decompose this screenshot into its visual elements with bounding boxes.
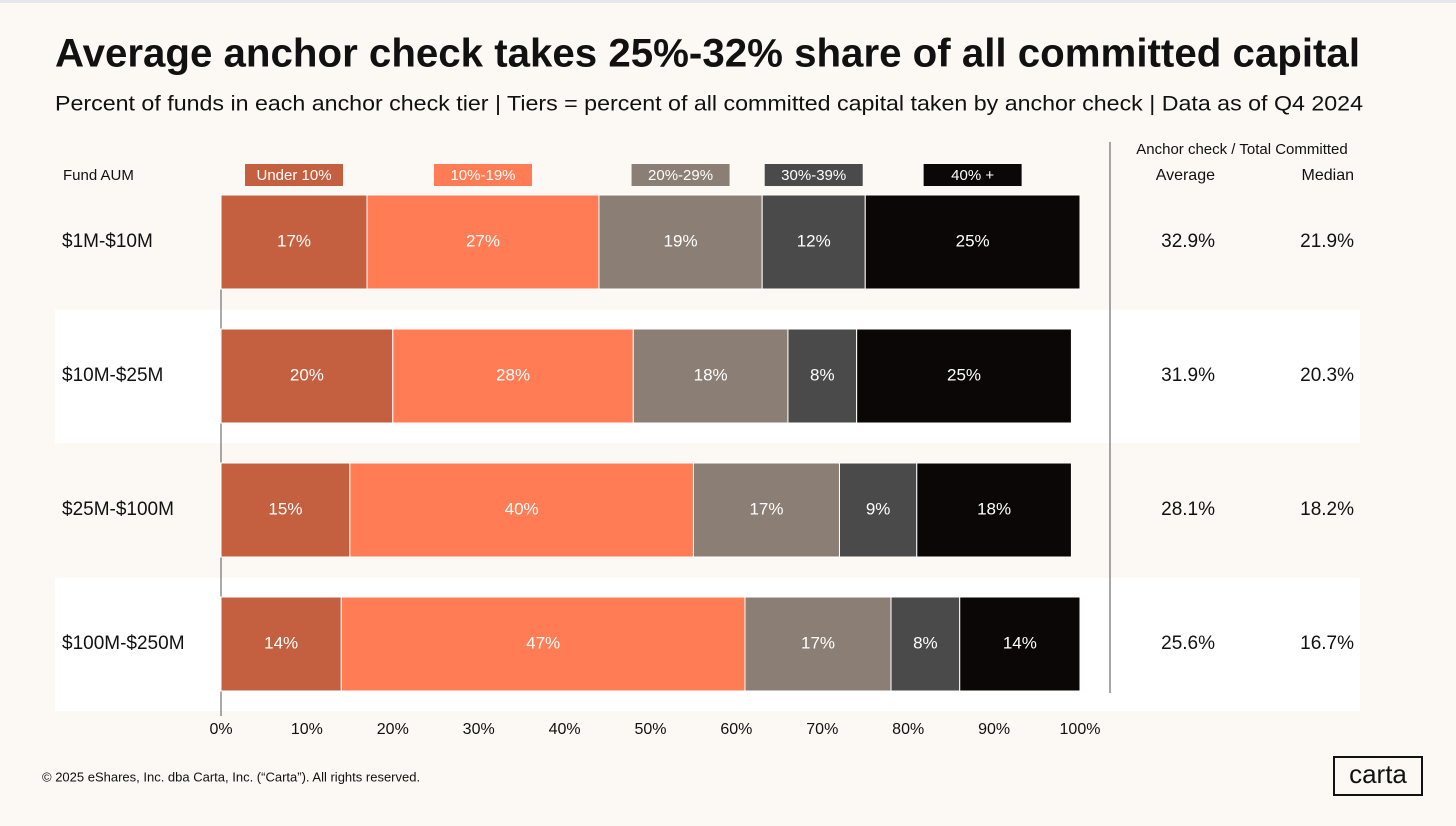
legend-label: 30%-39% bbox=[781, 167, 846, 184]
top-strip bbox=[0, 0, 1456, 3]
summary-cell: 32.9% bbox=[1161, 231, 1215, 252]
summary-cell: 25.6% bbox=[1161, 633, 1215, 654]
bar-segment bbox=[856, 328, 1072, 424]
bar-segment bbox=[787, 328, 858, 424]
bar-segment bbox=[598, 194, 763, 290]
bar-value-label: 25% bbox=[947, 365, 981, 384]
bar-segment bbox=[220, 194, 368, 290]
legend-swatch bbox=[631, 164, 730, 186]
legend-swatch bbox=[923, 164, 1022, 186]
bar-value-label: 19% bbox=[664, 231, 698, 250]
bar-value-label: 17% bbox=[749, 499, 783, 518]
bar-segment bbox=[692, 462, 840, 558]
bar-value-label: 40% bbox=[505, 499, 539, 518]
summary-header: Anchor check / Total Committed bbox=[1136, 141, 1347, 158]
bar-value-label: 20% bbox=[290, 365, 324, 384]
bar-value-label: 27% bbox=[466, 231, 500, 250]
bar-value-label: 8% bbox=[913, 633, 938, 652]
y-tick-label: $10M-$25M bbox=[62, 365, 163, 386]
x-tick-label: 90% bbox=[978, 721, 1010, 738]
x-tick-label: 30% bbox=[463, 721, 495, 738]
bar-segment bbox=[890, 596, 961, 692]
bar-segment bbox=[220, 328, 394, 424]
chart-title: Average anchor check takes 25%-32% share… bbox=[55, 32, 1360, 76]
summary-cell: 18.2% bbox=[1300, 499, 1354, 520]
summary-column: Average bbox=[1156, 167, 1215, 184]
bar-value-label: 14% bbox=[264, 633, 298, 652]
legend-label: 20%-29% bbox=[648, 167, 713, 184]
bar-segment bbox=[632, 328, 789, 424]
bar-value-label: 18% bbox=[977, 499, 1011, 518]
footer: © 2025 eShares, Inc. dba Carta, Inc. (“C… bbox=[42, 769, 420, 784]
bar-value-label: 47% bbox=[526, 633, 560, 652]
bar-segment bbox=[838, 462, 918, 558]
bar-segment bbox=[916, 462, 1072, 558]
bar-segment bbox=[366, 194, 600, 290]
bar-value-label: 12% bbox=[797, 231, 831, 250]
bar-value-label: 25% bbox=[956, 231, 990, 250]
bar-segment bbox=[864, 194, 1081, 290]
x-tick-label: 100% bbox=[1060, 721, 1101, 738]
summary-cell: 28.1% bbox=[1161, 499, 1215, 520]
bar-segment bbox=[220, 462, 351, 558]
legend-label: Under 10% bbox=[256, 167, 331, 184]
logo-box bbox=[1333, 756, 1423, 796]
x-tick-label: 10% bbox=[291, 721, 323, 738]
legend-swatch bbox=[245, 164, 344, 186]
bar-segment bbox=[349, 462, 694, 558]
y-tick-label: $100M-$250M bbox=[62, 633, 185, 654]
x-tick-label: 50% bbox=[634, 721, 666, 738]
logo: carta bbox=[1349, 759, 1407, 789]
x-tick-label: 0% bbox=[209, 721, 232, 738]
legend-label: 40% + bbox=[951, 167, 994, 184]
x-tick-label: 60% bbox=[720, 721, 752, 738]
bar-value-label: 15% bbox=[268, 499, 302, 518]
bar-segment bbox=[959, 596, 1081, 692]
bar-value-label: 8% bbox=[810, 365, 835, 384]
summary-cell: 20.3% bbox=[1300, 365, 1354, 386]
bar-value-label: 9% bbox=[866, 499, 891, 518]
summary-column: Median bbox=[1302, 167, 1354, 184]
summary-cell: 21.9% bbox=[1300, 231, 1354, 252]
legend-swatch bbox=[764, 164, 863, 186]
bar-value-label: 14% bbox=[1003, 633, 1037, 652]
bar-value-label: 28% bbox=[496, 365, 530, 384]
summary-cell: 31.9% bbox=[1161, 365, 1215, 386]
y-axis-label: Fund AUM bbox=[63, 167, 134, 184]
x-tick-label: 40% bbox=[549, 721, 581, 738]
bar-value-label: 17% bbox=[277, 231, 311, 250]
bar-segment bbox=[761, 194, 866, 290]
legend-label: 10%-19% bbox=[450, 167, 515, 184]
bar-segment bbox=[392, 328, 634, 424]
bar-segment bbox=[220, 596, 342, 692]
x-tick-label: 70% bbox=[806, 721, 838, 738]
x-tick-label: 20% bbox=[377, 721, 409, 738]
y-tick-label: $1M-$10M bbox=[62, 231, 153, 252]
bar-value-label: 17% bbox=[801, 633, 835, 652]
summary-cell: 16.7% bbox=[1300, 633, 1354, 654]
legend-swatch bbox=[433, 164, 532, 186]
x-tick-label: 80% bbox=[892, 721, 924, 738]
chart-subtitle: Percent of funds in each anchor check ti… bbox=[55, 93, 1363, 116]
bar-value-label: 18% bbox=[694, 365, 728, 384]
bar-segment bbox=[340, 596, 746, 692]
y-tick-label: $25M-$100M bbox=[62, 499, 174, 520]
